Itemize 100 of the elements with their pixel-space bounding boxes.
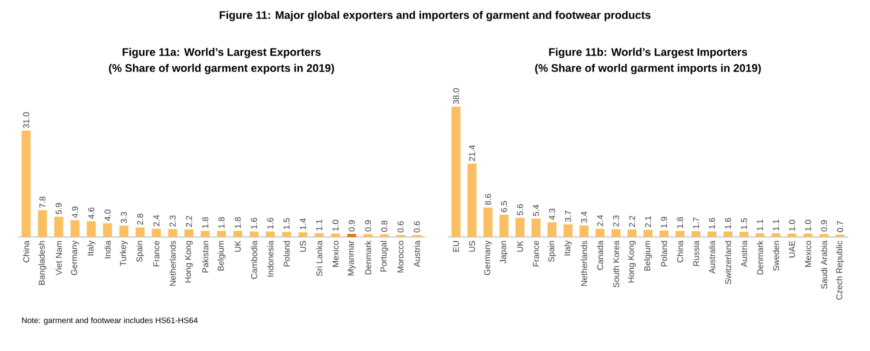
x-tick-label: Mexico	[804, 240, 812, 267]
data-label: 1.0	[332, 220, 338, 231]
x-tick-label: Italy	[564, 240, 572, 256]
bar	[347, 234, 356, 237]
data-label: 3.7	[565, 210, 572, 222]
x-tick-label: UAE	[789, 240, 795, 258]
x-tick-label: Italy	[87, 240, 96, 256]
data-label: 6.5	[501, 201, 508, 212]
bar	[314, 233, 324, 237]
data-label: 1.1	[316, 220, 322, 230]
bar	[70, 220, 80, 237]
bar	[184, 229, 194, 237]
data-label: 1.6	[709, 218, 716, 229]
x-tick-label: India	[104, 240, 111, 258]
bar	[756, 233, 765, 237]
data-label: 2.3	[170, 215, 176, 226]
data-label: 4.0	[104, 210, 111, 221]
data-label: 4.6	[88, 208, 94, 219]
x-tick-label: China	[23, 240, 30, 262]
data-label: 1.1	[773, 220, 779, 230]
bar	[468, 164, 477, 237]
chart-subtitle: (% Share of world garment imports in 2019)	[535, 64, 761, 74]
bar	[380, 234, 389, 237]
x-tick-label: Poland	[284, 241, 290, 266]
x-tick-label: Mexico	[332, 240, 339, 267]
bar	[217, 230, 226, 237]
bar	[516, 218, 525, 237]
data-label: 2.4	[153, 214, 160, 226]
bar	[330, 234, 340, 237]
bar	[676, 230, 685, 237]
x-tick-label: Austria	[414, 240, 420, 267]
data-label: 1.5	[284, 218, 290, 230]
x-tick-label: Spain	[548, 241, 556, 262]
bar	[724, 232, 733, 237]
data-label: 0.6	[414, 221, 420, 232]
data-label: 2.1	[645, 216, 651, 228]
x-tick-label: Turkey	[120, 240, 128, 266]
x-tick-label: UK	[234, 240, 241, 252]
x-tick-label: Belgium	[218, 241, 226, 271]
x-tick-label: Switzerland	[724, 241, 732, 284]
x-tick-label: Sweden	[772, 241, 780, 271]
bar	[820, 234, 829, 237]
data-label: 5.9	[56, 203, 62, 214]
data-label: 1.8	[202, 217, 208, 228]
x-tick-label: Bangladesh	[38, 241, 46, 285]
bar	[152, 228, 161, 237]
data-label: 1.6	[725, 218, 732, 229]
data-label: 1.6	[251, 218, 258, 229]
data-label: 3.3	[120, 212, 127, 224]
bar	[532, 218, 541, 237]
x-tick-label: Hong Kong	[628, 241, 636, 282]
bar	[298, 232, 308, 237]
bar	[580, 225, 589, 237]
chart-subtitle: (% Share of world garment exports in 2019)	[108, 64, 334, 74]
bar	[788, 234, 797, 237]
data-label: 1.8	[234, 217, 241, 228]
x-tick-label: France	[153, 240, 160, 266]
bar	[266, 232, 275, 237]
x-tick-label: Hong Kong	[185, 241, 193, 282]
x-tick-label: Myanmar	[348, 240, 356, 276]
x-tick-label: Saudi Arabia	[820, 240, 828, 289]
x-tick-label: Morocco	[398, 240, 404, 272]
data-label: 1.8	[677, 217, 684, 228]
x-tick-label: UK	[517, 240, 523, 252]
x-tick-label: France	[533, 240, 539, 266]
bar	[548, 222, 557, 237]
data-label: 5.6	[517, 204, 524, 216]
x-tick-label: Netherlands	[170, 240, 176, 286]
x-tick-label: Poland	[660, 241, 668, 266]
text: Note: garment and footwear includes HS61-HS64	[22, 317, 198, 325]
bar	[103, 223, 112, 237]
bar	[282, 232, 292, 237]
x-tick-label: EU	[453, 241, 459, 252]
bar	[54, 216, 64, 237]
data-label: 1.0	[805, 220, 812, 231]
x-tick-label: Austria	[740, 240, 748, 267]
data-label: 2.3	[613, 215, 620, 226]
data-label: 2.2	[186, 216, 192, 227]
x-tick-label: Portugal	[380, 241, 388, 272]
x-tick-label: Germany	[71, 240, 79, 276]
data-label: 0.9	[365, 220, 372, 232]
bar	[740, 232, 749, 237]
x-tick-label: Belgium	[644, 241, 652, 271]
bar	[200, 230, 210, 237]
x-tick-label: Canada	[596, 240, 604, 270]
data-label: 7.8	[39, 196, 46, 208]
x-tick-label: China	[676, 240, 684, 262]
bar	[596, 228, 605, 237]
bar	[364, 234, 373, 237]
data-label: 0.9	[348, 220, 355, 232]
data-label: 21.4	[469, 145, 475, 161]
data-label: 3.4	[581, 212, 588, 223]
bar	[772, 233, 781, 237]
data-label: 1.7	[693, 218, 699, 228]
x-tick-label: Netherlands	[580, 240, 588, 286]
x-tick-label: Denmark	[364, 240, 372, 274]
data-label: 4.3	[549, 208, 556, 220]
x-tick-label: Australia	[708, 240, 716, 274]
bar	[500, 214, 509, 237]
x-tick-label: Russia	[692, 240, 700, 266]
